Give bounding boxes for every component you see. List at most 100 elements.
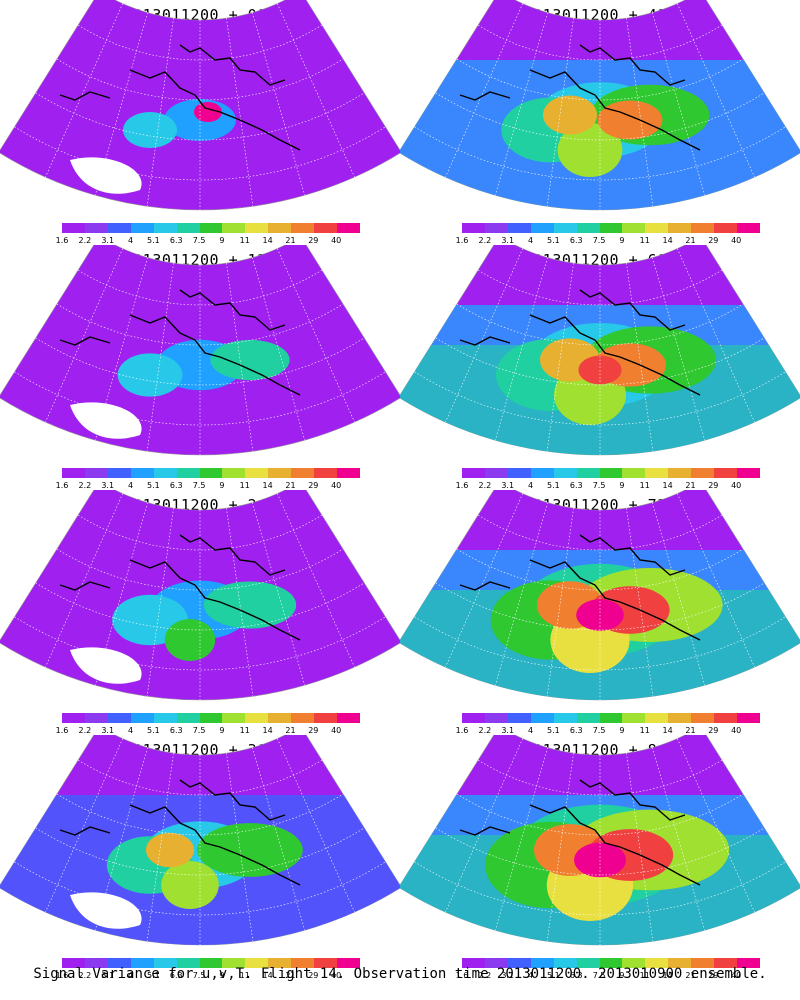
colorbar-tick-label: 9 xyxy=(219,971,225,980)
colorbar-swatch xyxy=(130,958,154,968)
colorbar-tick-label: 2.2 xyxy=(78,481,92,490)
coastline xyxy=(459,534,701,641)
colorbar-swatch xyxy=(291,958,315,968)
colorbar-tick-label: 2.2 xyxy=(478,481,492,490)
coastline xyxy=(59,289,301,396)
colorbar-swatch xyxy=(153,223,177,233)
colorbar-tick-label: 14 xyxy=(262,236,273,245)
colorbar-tick-label: 9 xyxy=(219,236,225,245)
colorbar-tick-label: 14 xyxy=(262,971,273,980)
colorbar-swatch xyxy=(462,713,485,723)
colorbar-swatch xyxy=(245,958,269,968)
colorbar-tick-label: 3.1 xyxy=(101,481,115,490)
colorbar-swatch xyxy=(714,223,738,233)
colorbar-swatch xyxy=(462,468,485,478)
variance-map xyxy=(400,490,800,701)
colorbar-tick-label: 6.3 xyxy=(169,236,183,245)
longitude-gridline xyxy=(226,753,254,942)
colorbar-tick-label: 40 xyxy=(731,726,742,735)
colorbar-swatch xyxy=(622,468,646,478)
colorbar-tick-label: 5.1 xyxy=(147,971,160,980)
colorbar-tick-label: 21 xyxy=(285,481,296,490)
colorbar-tick-label: 40 xyxy=(731,236,742,245)
variance-contour xyxy=(210,339,290,381)
longitude-gridline xyxy=(94,747,148,931)
forecast-panel: 2013011200 + 00h 1.6 2.2 3.1 4 5.1 6.3 7.5 9 11 14… xyxy=(0,0,400,245)
latitude-gridline xyxy=(435,337,765,386)
colorbar-swatch xyxy=(291,468,315,478)
colorbar-swatch xyxy=(622,223,646,233)
colorbar-tick-label: 1.6 xyxy=(455,236,469,245)
colorbar-swatch xyxy=(222,713,246,723)
variance-contour xyxy=(597,100,663,140)
colorbar-swatch xyxy=(553,223,577,233)
colorbar-tick-label: 4 xyxy=(527,236,534,245)
colorbar-tick-label: 29 xyxy=(708,726,719,735)
colorbar-swatch xyxy=(507,958,531,968)
colorbar-ticks: 1.6 2.2 3.1 4 5.1 6.3 7.5 9 11 14 21 29 40 xyxy=(56,971,360,981)
longitude-gridline xyxy=(652,502,706,686)
longitude-gridline xyxy=(146,753,174,942)
colorbar-swatch xyxy=(291,713,315,723)
longitude-gridline xyxy=(677,3,755,178)
colorbar-tick-label: 3.1 xyxy=(101,236,115,245)
colorbar-tick-label: 6.3 xyxy=(569,236,583,245)
colorbar-tick-label: 1.6 xyxy=(455,481,469,490)
colorbar-tick-label: 9 xyxy=(219,481,225,490)
variance-contour xyxy=(203,581,297,629)
colorbar-swatch xyxy=(84,713,108,723)
colorbar-tick-label: 11 xyxy=(239,236,250,245)
colorbar-tick-label: 11 xyxy=(639,726,650,735)
colorbar-tick-label: 6.3 xyxy=(169,971,183,980)
variance-map xyxy=(400,0,800,211)
colorbar-swatch xyxy=(314,468,338,478)
colorbar xyxy=(462,958,760,968)
colorbar-swatch xyxy=(222,958,246,968)
variance-map xyxy=(0,735,400,946)
colorbar-swatch xyxy=(153,468,177,478)
colorbar-tick-label: 3.1 xyxy=(501,236,515,245)
colorbar-swatch xyxy=(668,223,692,233)
colorbar-tick-label: 5.1 xyxy=(547,236,560,245)
longitude-gridline xyxy=(626,18,654,207)
colorbar-swatch xyxy=(691,958,715,968)
colorbar-tick-label: 7.5 xyxy=(192,971,206,980)
colorbar-tick-label: 1.6 xyxy=(55,236,69,245)
colorbar-swatch xyxy=(530,958,554,968)
coastline xyxy=(459,289,701,396)
colorbar-tick-label: 4 xyxy=(527,971,534,980)
colorbar-swatch xyxy=(714,958,738,968)
variance-contour xyxy=(557,123,623,177)
longitude-gridline xyxy=(626,753,654,942)
coastline xyxy=(459,44,701,151)
colorbar-tick-label: 14 xyxy=(662,971,673,980)
colorbar-tick-label: 4 xyxy=(527,726,534,735)
colorbar-tick-label: 9 xyxy=(619,236,625,245)
longitude-gridline xyxy=(45,493,123,668)
colorbar-swatch xyxy=(737,958,760,968)
colorbar-tick-label: 2.2 xyxy=(78,971,92,980)
latitude-gridline xyxy=(35,337,365,386)
colorbar-tick-label: 21 xyxy=(285,726,296,735)
longitude-gridline xyxy=(494,747,548,931)
colorbar-swatch xyxy=(645,958,669,968)
longitude-gridline xyxy=(226,263,254,452)
colorbar xyxy=(62,958,360,968)
colorbar-swatch xyxy=(462,958,485,968)
colorbar-swatch xyxy=(668,958,692,968)
colorbar-swatch xyxy=(576,468,600,478)
colorbar-tick-label: 4 xyxy=(527,481,534,490)
colorbar-tick-label: 9 xyxy=(619,971,625,980)
colorbar-swatch xyxy=(130,223,154,233)
colorbar xyxy=(62,223,360,233)
colorbar-tick-label: 7.5 xyxy=(192,481,206,490)
colorbar-tick-label: 6.3 xyxy=(169,481,183,490)
colorbar-swatch xyxy=(691,223,715,233)
colorbar-tick-label: 7.5 xyxy=(192,726,206,735)
colorbar-tick-label: 14 xyxy=(262,726,273,735)
colorbar-swatch xyxy=(714,713,738,723)
longitude-gridline xyxy=(94,12,148,196)
colorbar-tick-label: 7.5 xyxy=(592,236,606,245)
colorbar-swatch xyxy=(484,223,508,233)
colorbar xyxy=(462,223,760,233)
